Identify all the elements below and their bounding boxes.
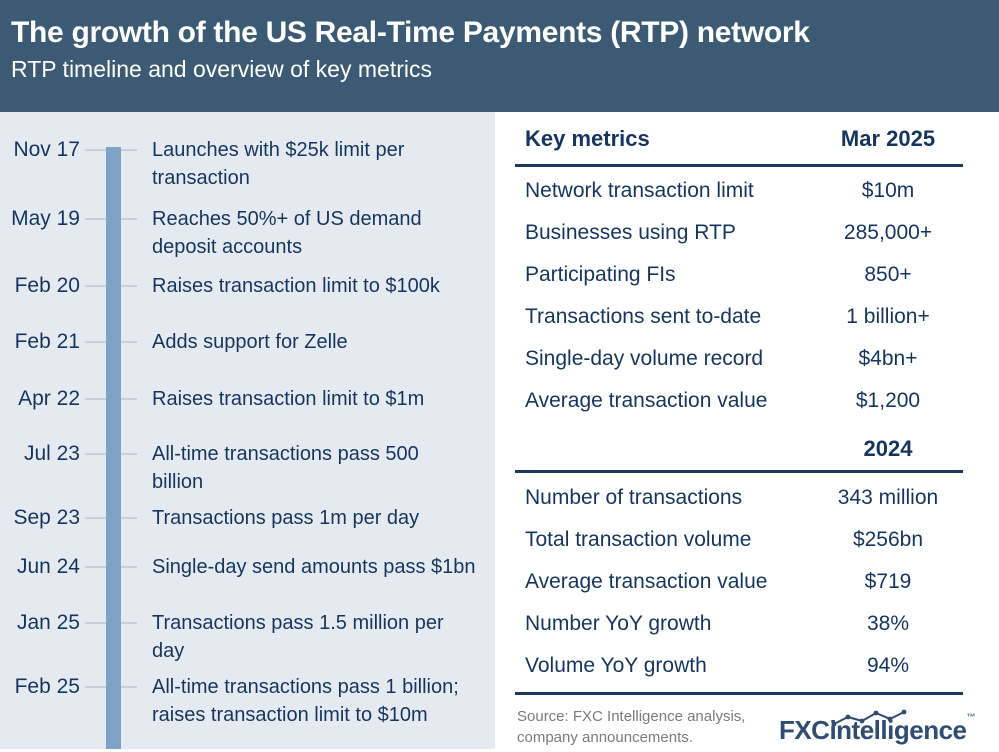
metric-label: Average transaction value: [525, 570, 768, 593]
timeline-event-text: Launches with $25k limit per transaction: [152, 139, 405, 189]
table-row: Transactions sent to-date 1 billion+: [515, 296, 963, 338]
metrics-rows-mar-2025: Network transaction limit $10m Businesse…: [515, 170, 963, 422]
timeline-date: Feb 20: [14, 274, 80, 297]
timeline-event-text: All-time transactions pass 500 billion: [152, 443, 419, 493]
table-row: Average transaction value $719: [515, 561, 963, 603]
metric-value: 285,000+: [843, 221, 933, 244]
table-row: Businesses using RTP 285,000+: [515, 212, 963, 254]
timeline-vertical-bar: [106, 147, 121, 749]
metric-label: Transactions sent to-date: [525, 305, 762, 328]
timeline-date: Nov 17: [13, 138, 80, 161]
timeline-item: Sep 23 Transactions pass 1m per day: [0, 504, 495, 532]
timeline-item: Jan 25 Transactions pass 1.5 million per…: [0, 609, 495, 662]
metric-label: Participating FIs: [525, 263, 676, 286]
metric-label: Single-day volume record: [525, 347, 764, 370]
page-subtitle: RTP timeline and overview of key metrics: [11, 56, 432, 82]
spacer: [515, 436, 813, 462]
table-rule: [515, 692, 963, 695]
table-row: Number of transactions 343 million: [515, 477, 963, 519]
metric-value: 1 billion+: [846, 305, 930, 328]
timeline-date: May 19: [11, 207, 80, 230]
timeline-event-text: Raises transaction limit to $100k: [152, 275, 440, 297]
table-row: Average transaction value $1,200: [515, 380, 963, 422]
timeline-date: Apr 22: [18, 387, 80, 410]
metrics-header-row-2024: 2024: [515, 436, 963, 462]
metric-label: Average transaction value: [525, 389, 768, 412]
timeline-date: Sep 23: [13, 506, 80, 529]
fxc-intelligence-logo: FXCintelligence™: [779, 708, 975, 752]
timeline-item: Feb 25 All-time transactions pass 1 bill…: [0, 673, 495, 726]
logo-chart-line-icon: [831, 709, 907, 727]
timeline-item: Jul 23 All-time transactions pass 500 bi…: [0, 440, 495, 493]
timeline-panel: Nov 17 Launches with $25k limit per tran…: [0, 112, 495, 749]
header-banner: The growth of the US Real-Time Payments …: [0, 0, 999, 112]
metric-label: Network transaction limit: [525, 179, 754, 202]
timeline-event-text: Reaches 50%+ of US demand deposit accoun…: [152, 208, 422, 258]
timeline-date: Jan 25: [16, 611, 80, 634]
source-attribution: Source: FXC Intelligence analysis, compa…: [517, 708, 746, 746]
timeline-item: Feb 20 Raises transaction limit to $100k: [0, 272, 495, 300]
logo-trademark: ™: [966, 712, 976, 722]
metric-label: Number of transactions: [525, 486, 743, 509]
table-row: Total transaction volume $256bn: [515, 519, 963, 561]
metric-value: 38%: [866, 612, 910, 635]
table-rule: [515, 164, 963, 167]
timeline-event-text: All-time transactions pass 1 billion; ra…: [152, 676, 459, 726]
timeline-event-text: Adds support for Zelle: [152, 331, 348, 353]
logo-text: FXCintelligence: [778, 715, 967, 745]
metrics-column-mar-2025: Mar 2025: [840, 126, 936, 151]
metric-value: $10m: [861, 179, 915, 202]
metrics-title: Key metrics: [525, 126, 650, 151]
table-row: Number YoY growth 38%: [515, 603, 963, 645]
metric-value: $4bn+: [858, 347, 918, 370]
timeline-event-text: Transactions pass 1.5 million per day: [152, 612, 444, 662]
table-row: Network transaction limit $10m: [515, 170, 963, 212]
timeline-item: Jun 24 Single-day send amounts pass $1bn: [0, 553, 495, 581]
metric-label: Number YoY growth: [525, 612, 712, 635]
metric-value: $1,200: [855, 389, 921, 412]
timeline-date: Feb 21: [14, 330, 80, 353]
timeline-date: Jun 24: [16, 555, 80, 578]
metric-value: 94%: [866, 654, 910, 677]
timeline-item: Feb 21 Adds support for Zelle: [0, 328, 495, 356]
timeline-event-text: Single-day send amounts pass $1bn: [152, 556, 476, 578]
timeline-event-text: Raises transaction limit to $1m: [152, 388, 425, 410]
timeline-date: Jul 23: [23, 442, 80, 465]
metric-value: 343 million: [837, 486, 939, 509]
table-row: Volume YoY growth 94%: [515, 645, 963, 687]
metric-label: Businesses using RTP: [525, 221, 736, 244]
metrics-rows-2024: Number of transactions 343 million Total…: [515, 477, 963, 687]
table-row: Single-day volume record $4bn+: [515, 338, 963, 380]
table-rule: [515, 470, 963, 473]
metric-value: $719: [864, 570, 912, 593]
page-title: The growth of the US Real-Time Payments …: [11, 16, 810, 49]
metrics-column-2024: 2024: [863, 436, 913, 461]
timeline-event-text: Transactions pass 1m per day: [152, 507, 420, 529]
timeline-item: Apr 22 Raises transaction limit to $1m: [0, 385, 495, 413]
timeline-date: Feb 25: [14, 675, 80, 698]
key-metrics-panel: Key metrics Mar 2025 Network transaction…: [495, 112, 999, 749]
metric-label: Total transaction volume: [525, 528, 752, 551]
metric-label: Volume YoY growth: [525, 654, 707, 677]
metric-value: 850+: [864, 263, 912, 286]
metric-value: $256bn: [852, 528, 924, 551]
timeline-item: May 19 Reaches 50%+ of US demand deposit…: [0, 205, 495, 258]
timeline-item: Nov 17 Launches with $25k limit per tran…: [0, 136, 495, 189]
table-row: Participating FIs 850+: [515, 254, 963, 296]
metrics-header-row: Key metrics Mar 2025: [515, 126, 963, 152]
